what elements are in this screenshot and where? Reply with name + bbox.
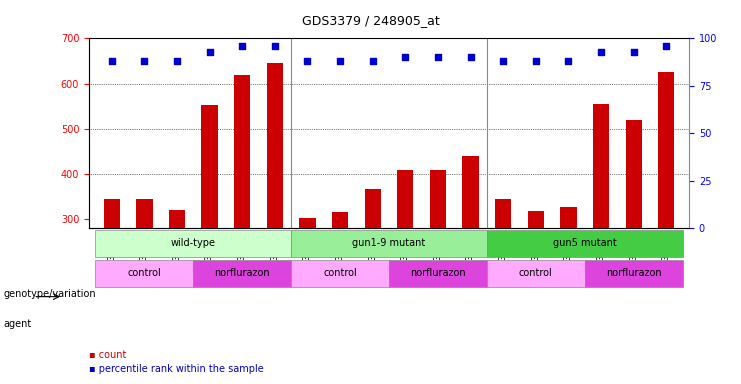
Bar	[332, 212, 348, 228]
Bar	[169, 210, 185, 228]
Bar	[560, 207, 576, 228]
FancyBboxPatch shape	[389, 260, 487, 286]
Point	[628, 49, 639, 55]
Point	[269, 43, 281, 49]
Point	[562, 58, 574, 64]
FancyBboxPatch shape	[487, 260, 585, 286]
Bar	[104, 199, 120, 228]
FancyBboxPatch shape	[487, 230, 682, 257]
FancyBboxPatch shape	[291, 230, 487, 257]
Point	[171, 58, 183, 64]
Bar	[528, 211, 544, 228]
Text: agent: agent	[4, 319, 32, 329]
Bar	[495, 199, 511, 228]
Text: gun1-9 mutant: gun1-9 mutant	[353, 238, 425, 248]
Text: control: control	[127, 268, 162, 278]
Point	[399, 54, 411, 60]
Point	[595, 49, 607, 55]
Point	[236, 43, 248, 49]
Text: ▪ count: ▪ count	[89, 350, 126, 360]
Text: norflurazon: norflurazon	[214, 268, 270, 278]
Point	[465, 54, 476, 60]
FancyBboxPatch shape	[96, 260, 193, 286]
FancyBboxPatch shape	[291, 260, 389, 286]
Text: wild-type: wild-type	[171, 238, 216, 248]
Point	[530, 58, 542, 64]
Bar	[234, 76, 250, 228]
FancyBboxPatch shape	[585, 260, 682, 286]
Bar	[202, 105, 218, 228]
Bar	[299, 218, 316, 228]
Bar	[430, 170, 446, 228]
Text: ▪ percentile rank within the sample: ▪ percentile rank within the sample	[89, 364, 264, 374]
Point	[204, 49, 216, 55]
Bar	[625, 120, 642, 228]
Text: genotype/variation: genotype/variation	[4, 289, 96, 299]
Bar	[397, 170, 413, 228]
Point	[432, 54, 444, 60]
FancyBboxPatch shape	[96, 230, 291, 257]
Point	[660, 43, 672, 49]
Point	[139, 58, 150, 64]
Text: norflurazon: norflurazon	[410, 268, 466, 278]
Bar	[267, 63, 283, 228]
Bar	[593, 104, 609, 228]
Text: GDS3379 / 248905_at: GDS3379 / 248905_at	[302, 14, 439, 27]
Text: control: control	[323, 268, 357, 278]
Bar	[365, 189, 381, 228]
Text: control: control	[519, 268, 553, 278]
Point	[106, 58, 118, 64]
Point	[334, 58, 346, 64]
Bar	[136, 199, 153, 228]
Text: gun5 mutant: gun5 mutant	[553, 238, 617, 248]
Point	[302, 58, 313, 64]
Bar	[462, 156, 479, 228]
Text: norflurazon: norflurazon	[606, 268, 662, 278]
Bar	[658, 72, 674, 228]
Point	[497, 58, 509, 64]
Point	[367, 58, 379, 64]
FancyBboxPatch shape	[193, 260, 291, 286]
